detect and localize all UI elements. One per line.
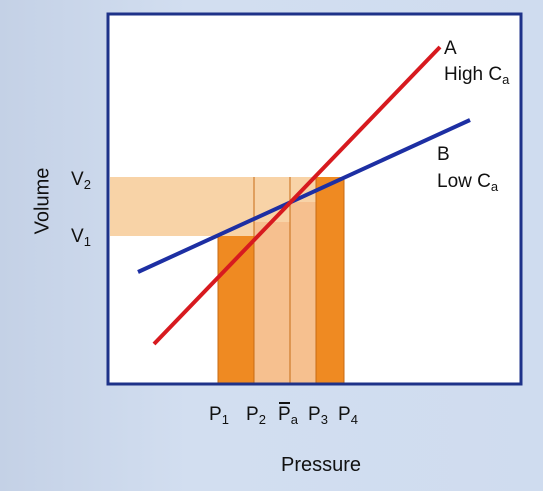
y-tick-v2: V2: [71, 169, 91, 192]
x-axis-title: Pressure: [280, 454, 362, 476]
line-a-letter: A: [444, 38, 457, 59]
plot-frame: [106, 12, 523, 386]
y-tick-v1: V1: [71, 226, 91, 249]
pressure-band-p2-pa: [254, 222, 290, 383]
x-tick-p2: P2: [246, 404, 266, 427]
line-b-description: Low Ca: [437, 171, 499, 194]
line-a-description: High Ca: [444, 64, 510, 87]
pressure-band-pa-p3: [290, 202, 316, 383]
x-tick-p1: P1: [209, 404, 229, 427]
line-a-high-ca: [152, 45, 442, 346]
line-b-low-ca: [137, 118, 471, 274]
x-tick-p4: P4: [338, 404, 358, 427]
line-b-letter: B: [437, 144, 450, 165]
y-axis-title: Volume: [31, 167, 54, 235]
pressure-band-p3-p4: [316, 177, 344, 383]
x-tick-p3: P3: [308, 404, 328, 427]
x-tick-pa-mean: Pa: [278, 402, 298, 427]
